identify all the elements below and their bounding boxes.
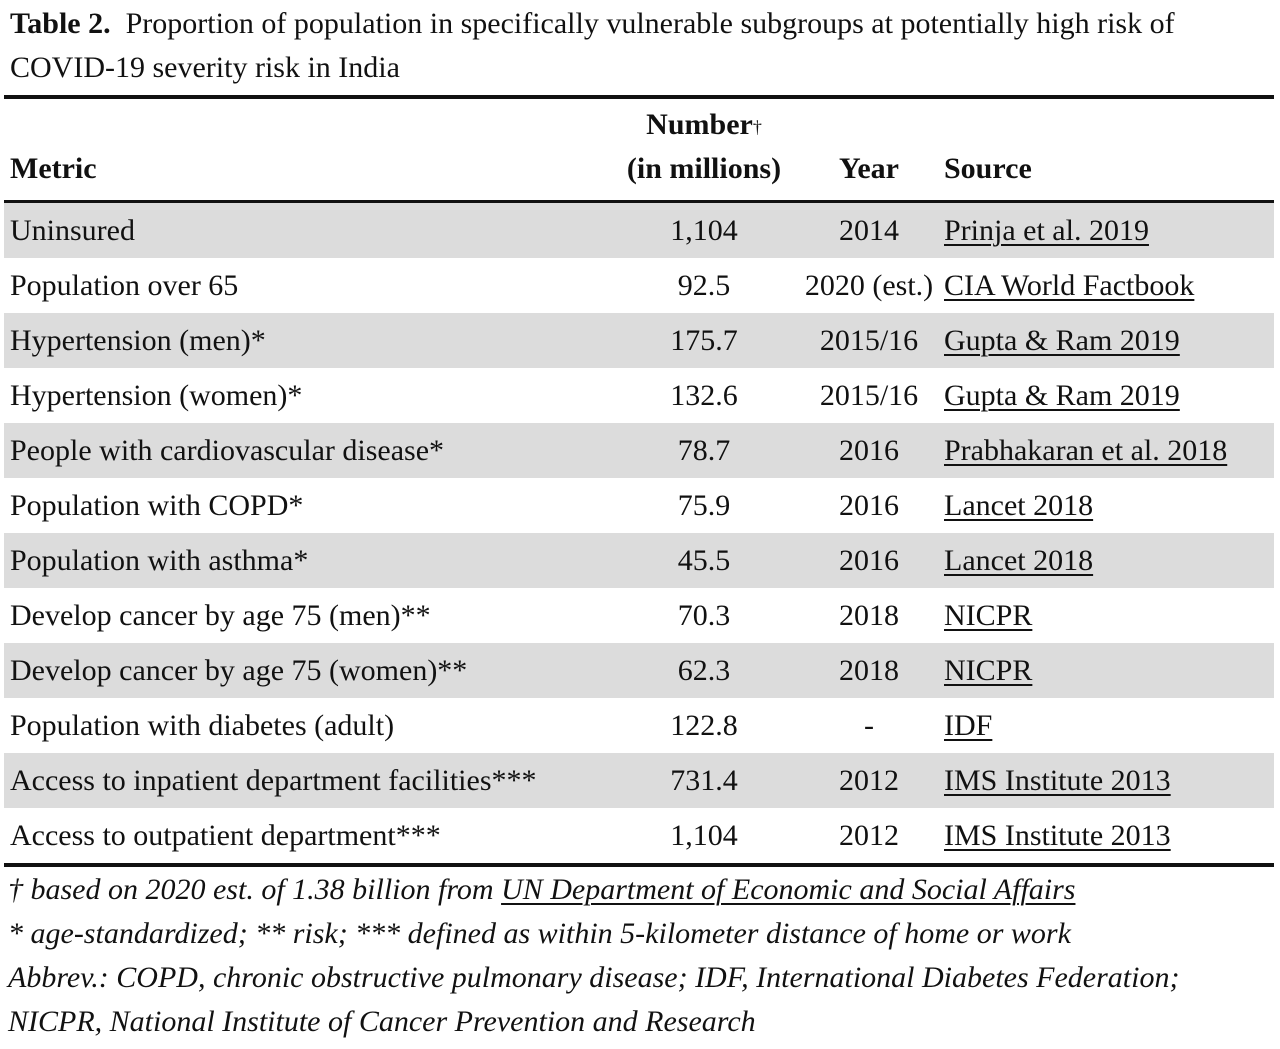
cell-source-link[interactable]: Lancet 2018: [944, 544, 1094, 577]
un-desa-link[interactable]: UN Department of Economic and Social Aff…: [501, 873, 1076, 906]
table-caption: Table 2. Proportion of population in spe…: [10, 2, 1272, 90]
cell-source-link[interactable]: NICPR: [944, 599, 1033, 632]
cell-metric: Develop cancer by age 75 (women)**: [10, 654, 468, 687]
cell-metric: Hypertension (men)*: [10, 324, 266, 357]
table-row: Hypertension (women)* 132.6 2015/16 Gupta &…: [4, 368, 1274, 423]
cell-year: 2018: [839, 654, 899, 687]
cell-source-link[interactable]: IDF: [944, 709, 993, 742]
cell-year: 2015/16: [819, 324, 919, 357]
cell-source-link[interactable]: CIA World Factbook: [944, 269, 1195, 302]
cell-number: 175.7: [670, 324, 738, 357]
table-title: Proportion of population in specifically…: [10, 7, 1175, 84]
table-row: Develop cancer by age 75 (men)** 70.3 2018…: [4, 588, 1274, 643]
cell-year: 2016: [839, 544, 899, 577]
table-row: Access to outpatient department*** 1,104 2…: [4, 808, 1274, 863]
cell-metric: Access to outpatient department***: [10, 819, 441, 852]
table-row: Population over 65 92.5 2020 (est.) CIA Wor…: [4, 258, 1274, 313]
cell-metric: Uninsured: [10, 214, 135, 247]
cell-year: 2012: [839, 764, 899, 797]
cell-year: 2014: [839, 214, 899, 247]
note-abbreviations: Abbrev.: COPD, chronic obstructive pulmo…: [8, 961, 1180, 1038]
cell-source-link[interactable]: IMS Institute 2013: [944, 764, 1171, 797]
data-table: Metric Number† (in millions) Year Source…: [4, 95, 1274, 867]
table-row: Uninsured 1,104 2014 Prinja et al. 2019: [4, 203, 1274, 258]
cell-year: 2020 (est.): [804, 269, 934, 302]
cell-metric: Population with asthma*: [10, 544, 309, 577]
cell-source-link[interactable]: NICPR: [944, 654, 1033, 687]
table-row: Population with diabetes (adult) 122.8 - ID…: [4, 698, 1274, 753]
cell-number: 1,104: [670, 819, 738, 852]
cell-number: 731.4: [670, 764, 738, 797]
cell-source-link[interactable]: Prabhakaran et al. 2018: [944, 434, 1228, 467]
cell-year: 2018: [839, 599, 899, 632]
cell-source-link[interactable]: Lancet 2018: [944, 489, 1094, 522]
table-notes: † based on 2020 est. of 1.38 billion fro…: [8, 868, 1270, 1044]
header-number-dagger: †: [752, 117, 762, 137]
table-label: Table 2.: [10, 7, 111, 40]
cell-number: 1,104: [670, 214, 738, 247]
cell-metric: Access to inpatient department facilitie…: [10, 764, 537, 797]
cell-metric: Population with COPD*: [10, 489, 304, 522]
table-top-rule: [4, 95, 1274, 99]
cell-year: 2012: [839, 819, 899, 852]
dagger-note-text: based on 2020 est. of 1.38 billion from: [23, 873, 502, 906]
cell-number: 92.5: [677, 269, 731, 302]
cell-year: 2016: [839, 489, 899, 522]
table-body: Uninsured 1,104 2014 Prinja et al. 2019 Popu…: [4, 203, 1274, 863]
cell-source-link[interactable]: Gupta & Ram 2019: [944, 379, 1180, 412]
table-row: Develop cancer by age 75 (women)** 62.3 20…: [4, 643, 1274, 698]
cell-metric: Develop cancer by age 75 (men)**: [10, 599, 431, 632]
cell-number: 75.9: [677, 489, 731, 522]
table-header: Metric Number† (in millions) Year Source: [4, 99, 1274, 200]
dagger-symbol: †: [8, 873, 23, 906]
cell-year: -: [864, 709, 874, 742]
cell-metric: People with cardiovascular disease*: [10, 434, 445, 467]
cell-number: 78.7: [677, 434, 731, 467]
header-number-line1: Number: [646, 107, 753, 141]
table-row: People with cardiovascular disease* 78.7 2…: [4, 423, 1274, 478]
table-row: Hypertension (men)* 175.7 2015/16 Gupta & R…: [4, 313, 1274, 368]
table-row: Population with COPD* 75.9 2016 Lancet 2018: [4, 478, 1274, 533]
cell-year: 2015/16: [819, 379, 919, 412]
cell-number: 62.3: [677, 654, 731, 687]
header-number-line2: (in millions): [626, 152, 782, 185]
cell-source-link[interactable]: Prinja et al. 2019: [944, 214, 1149, 247]
cell-number: 122.8: [670, 709, 738, 742]
note-asterisks: * age-standardized; ** risk; *** defined…: [8, 917, 1071, 950]
cell-source-link[interactable]: IMS Institute 2013: [944, 819, 1171, 852]
note-dagger: † based on 2020 est. of 1.38 billion fro…: [8, 868, 1270, 912]
header-source: Source: [944, 152, 1032, 185]
cell-metric: Population over 65: [10, 269, 239, 302]
cell-year: 2016: [839, 434, 899, 467]
table-row: Access to inpatient department facilitie…: [4, 753, 1274, 808]
table-header-rule: [4, 200, 1274, 203]
cell-source-link[interactable]: Gupta & Ram 2019: [944, 324, 1180, 357]
header-year: Year: [839, 152, 899, 185]
cell-number: 45.5: [677, 544, 731, 577]
table-bottom-rule: [4, 863, 1274, 867]
cell-number: 70.3: [677, 599, 731, 632]
header-number: Number† (in millions): [594, 104, 814, 190]
table-row: Population with asthma* 45.5 2016 Lancet 20…: [4, 533, 1274, 588]
cell-metric: Hypertension (women)*: [10, 379, 303, 412]
cell-metric: Population with diabetes (adult): [10, 709, 395, 742]
header-metric: Metric: [10, 152, 97, 185]
cell-number: 132.6: [670, 379, 738, 412]
